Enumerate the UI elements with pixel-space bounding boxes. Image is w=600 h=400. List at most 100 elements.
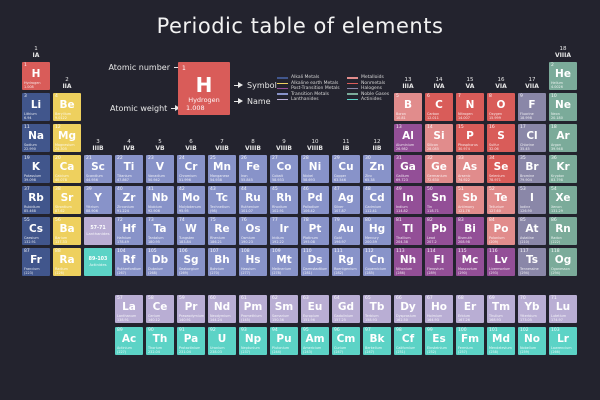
atomic-weight: 47.867 <box>117 177 129 182</box>
group-header-11: 11 IB <box>332 139 360 152</box>
element-po: 84 Po Polonium (209) <box>487 217 515 245</box>
atomic-weight: 91.224 <box>117 208 129 213</box>
element-in: 49 In Indium 114.82 <box>394 186 422 214</box>
atomic-number: 8 <box>489 94 492 99</box>
element-ir: 77 Ir Iridium 192.22 <box>270 217 298 245</box>
element-symbol: Co <box>276 160 292 173</box>
element-name: Dysprosium <box>396 314 417 318</box>
element-mg: 12 Mg Magnesium 24.305 <box>53 124 81 152</box>
element-name: Rhenium <box>210 236 226 240</box>
element-hs: 108 Hs Hassium (277) <box>239 248 267 276</box>
element-symbol: Er <box>463 300 477 313</box>
atomic-weight: 10.81 <box>396 115 406 120</box>
atomic-weight: (286) <box>396 270 406 275</box>
element-symbol: Dy <box>400 300 416 313</box>
element-name: Promethium <box>241 314 262 318</box>
atomic-number: 31 <box>396 156 402 161</box>
element-name: Cadmium <box>365 205 382 209</box>
element-name: Germanium <box>427 174 447 178</box>
atomic-weight: (223) <box>24 270 34 275</box>
element-name: Tantalum <box>148 236 164 240</box>
atomic-weight: (209) <box>489 239 499 244</box>
placeholder-label: Lanthanides <box>86 231 110 236</box>
element-ce: 58 Ce Cerium 140.12 <box>146 295 174 323</box>
element-name: Bismuth <box>458 236 472 240</box>
atomic-weight: 238.03 <box>210 349 222 354</box>
group-number: 18 <box>559 46 567 52</box>
group-header-4: 4 IVB <box>115 139 143 152</box>
atomic-number: 100 <box>458 328 467 333</box>
element-tm: 69 Tm Thulium 168.93 <box>487 295 515 323</box>
element-name: Lanthanum <box>117 314 137 318</box>
legend-item-lanthanide: Lanthanides <box>277 97 340 102</box>
legend-label: Noble Gases <box>361 91 390 97</box>
element-fr: 87 Fr Francium (223) <box>22 248 50 276</box>
atomic-number: 42 <box>179 187 185 192</box>
element-symbol: Re <box>214 222 230 235</box>
element-name: Vanadium <box>148 174 165 178</box>
symbol-label: Symbol <box>234 81 277 90</box>
group-roman: VIA <box>495 83 507 90</box>
atomic-number: 57 <box>117 296 123 301</box>
atomic-number: 33 <box>458 156 464 161</box>
atomic-weight: 207.2 <box>427 239 437 244</box>
atomic-weight: 140.91 <box>179 317 191 322</box>
element-symbol: Se <box>493 160 509 173</box>
element-symbol: Cs <box>29 222 43 235</box>
legend-item-transition: Transition Metals <box>277 92 340 97</box>
element-name: Potassium <box>24 174 42 178</box>
element-name: Astatine <box>520 236 534 240</box>
element-zn: 30 Zn Zinc 65.38 <box>363 155 391 183</box>
atomic-weight: 231.04 <box>179 349 191 354</box>
atomic-weight: (251) <box>396 349 406 354</box>
element-lu: 71 Lu Lutetium 174.97 <box>549 295 577 323</box>
group-roman: IIA <box>62 83 72 90</box>
legend-line-swatch <box>347 77 358 79</box>
atomic-number: 44 <box>241 187 247 192</box>
atomic-weight: 131.29 <box>551 208 563 213</box>
atomic-number: 27 <box>272 156 278 161</box>
element-symbol: Bh <box>214 253 230 266</box>
element-symbol: Md <box>492 332 510 345</box>
element-np: 93 Np Neptunium (237) <box>239 327 267 355</box>
element-hg: 80 Hg Mercury 200.59 <box>363 217 391 245</box>
legend-item-noble: Noble Gases <box>347 91 390 97</box>
element-mc: 115 Mc Moscovium (290) <box>456 248 484 276</box>
element-li: 3 Li Lithium 6.94 <box>22 93 50 121</box>
group-roman: VB <box>155 145 165 152</box>
element-ru: 44 Ru Ruthenium 101.07 <box>239 186 267 214</box>
group-number: 10 <box>311 139 319 145</box>
element-name: Tellurium <box>489 205 505 209</box>
element-symbol: Ra <box>59 253 75 266</box>
atomic-weight: 138.91 <box>117 317 129 322</box>
element-db: 105 Db Dubnium (268) <box>146 248 174 276</box>
element-h: 1 H Hydrogen 1.008 <box>22 62 50 90</box>
element-symbol: Sc <box>91 160 105 173</box>
element-symbol: Na <box>28 129 44 142</box>
atomic-weight: 39.098 <box>24 177 36 182</box>
element-bh: 107 Bh Bohrium (270) <box>208 248 236 276</box>
element-lv: 116 Lv Livermorium (293) <box>487 248 515 276</box>
element-o: 8 O Oxygen 15.999 <box>487 93 515 121</box>
element-symbol: I <box>530 191 534 204</box>
element-name: Samarium <box>272 314 290 318</box>
element-name: Antimony <box>458 205 475 209</box>
element-rf: 104 Rf Rutherfordium (267) <box>115 248 143 276</box>
element-name: Polonium <box>489 236 505 240</box>
element-name: Plutonium <box>272 346 290 350</box>
element-name: Magnesium <box>55 143 75 147</box>
atomic-number: 85 <box>520 218 526 223</box>
element-name: Radium <box>55 267 68 271</box>
atomic-number: 55 <box>24 218 30 223</box>
element-b: 5 B Boron 10.81 <box>394 93 422 121</box>
atomic-number: 110 <box>303 249 312 254</box>
atomic-weight: 164.93 <box>427 317 439 322</box>
atomic-number: 107 <box>210 249 219 254</box>
group-roman: IVB <box>123 145 135 152</box>
group-roman: VIIB <box>215 145 229 152</box>
group-number: 4 <box>127 139 131 145</box>
element-name: Sodium <box>24 143 37 147</box>
atomic-number: 75 <box>210 218 216 223</box>
element-symbol: Th <box>152 332 168 345</box>
element-name: Barium <box>55 236 68 240</box>
